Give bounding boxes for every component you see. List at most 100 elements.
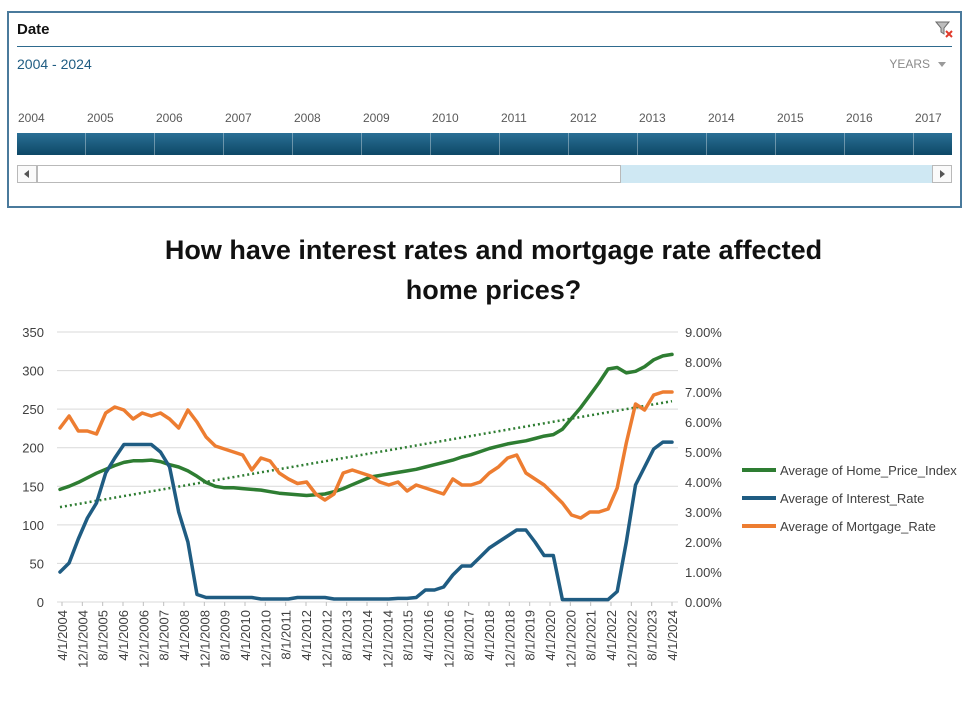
chart-title-line-2: home prices? [405,275,582,305]
home-price-index-line [58,352,674,498]
x-tick-label: 8/1/2013 [340,610,355,661]
timeline-year-2008: 2008 [294,111,321,125]
x-tick-label: 12/1/2022 [624,610,639,668]
x-tick-label: 4/1/2022 [604,610,619,661]
timeline-year-divider [775,133,776,155]
x-tick-label: 4/1/2024 [665,610,680,661]
y-right-tick-label: 8.00% [685,355,722,370]
timeline-year-divider [706,133,707,155]
timeline-year-2012: 2012 [570,111,597,125]
x-tick-label: 4/1/2004 [55,610,70,661]
slicer-header: Date [17,21,50,38]
timeline-year-2004: 2004 [18,111,45,125]
y-left-tick-label: 250 [22,402,44,417]
y-left-tick-label: 50 [30,556,44,571]
y-right-tick-label: 2.00% [685,535,722,550]
chart-title-line-1: How have interest rates and mortgage rat… [164,235,823,265]
x-tick-label: 8/1/2021 [584,610,599,661]
slicer-divider [17,46,952,47]
timeline-year-2013: 2013 [639,111,666,125]
y-right-tick-label: 4.00% [685,475,722,490]
timeline-year-divider [361,133,362,155]
home-price-trendline [59,399,673,509]
y-right-tick-label: 9.00% [685,325,722,340]
timeline-year-labels: 2004 2005 2006 2007 2008 2009 2010 2011 2012 2013… [17,111,952,131]
timeline-year-2015: 2015 [777,111,804,125]
x-tick-label: 8/1/2007 [157,610,172,661]
y-left-tick-label: 300 [22,364,44,379]
y-left-tick-label: 0 [37,595,44,610]
y-right-tick-label: 3.00% [685,505,722,520]
timeline-year-divider [85,133,86,155]
x-tick-label: 12/1/2018 [502,610,517,668]
timeline-year-divider [844,133,845,155]
timeline-year-2009: 2009 [363,111,390,125]
x-tick-label: 12/1/2014 [380,610,395,668]
x-tick-label: 4/1/2014 [360,610,375,661]
x-tick-label: 12/1/2012 [319,610,334,668]
legend-label: Average of Mortgage_Rate [780,519,936,534]
y-right-tick-label: 6.00% [685,415,722,430]
y-right-tick-label: 1.00% [685,565,722,580]
x-tick-label: 12/1/2008 [197,610,212,668]
x-tick-label: 4/1/2018 [482,610,497,661]
date-timeline-slicer[interactable]: Date 2004 - 2024 YEARS 2004 2005 2006 2007 2… [7,11,962,208]
y-left-tick-label: 350 [22,325,44,340]
x-tick-label: 4/1/2020 [543,610,558,661]
y-left-tick-label: 150 [22,479,44,494]
x-tick-label: 4/1/2006 [116,610,131,661]
scroll-right-button[interactable] [932,165,952,183]
timeline-selection-bar[interactable] [17,133,952,155]
timeline-year-2005: 2005 [87,111,114,125]
y-left-tick-label: 100 [22,518,44,533]
interest-rate-line [58,440,674,602]
timeline-year-2007: 2007 [225,111,252,125]
timeline-year-2011: 2011 [501,111,527,125]
x-tick-label: 4/1/2016 [421,610,436,661]
x-tick-label: 8/1/2005 [96,610,111,661]
timeline-year-2006: 2006 [156,111,183,125]
timeline-year-divider [430,133,431,155]
x-tick-label: 8/1/2015 [401,610,416,661]
scroll-left-button[interactable] [17,165,37,183]
timeline-year-divider [223,133,224,155]
x-tick-label: 12/1/2006 [136,610,151,668]
x-tick-label: 8/1/2023 [645,610,660,661]
x-tick-label: 12/1/2004 [75,610,90,668]
y-left-tick-label: 200 [22,441,44,456]
timeline-year-2014: 2014 [708,111,735,125]
timeline-year-divider [292,133,293,155]
mortgage-rate-line [58,390,674,520]
time-level-label: YEARS [889,57,930,71]
legend-label: Average of Interest_Rate [780,491,924,506]
timeline-scrollbar[interactable] [17,165,952,183]
legend-label: Average of Home_Price_Index [780,463,957,478]
timeline-year-2016: 2016 [846,111,873,125]
arrow-right-icon [940,170,945,178]
time-level-dropdown[interactable]: YEARS [889,57,946,71]
x-tick-label: 8/1/2017 [462,610,477,661]
timeline-year-divider [499,133,500,155]
timeline-year-2010: 2010 [432,111,459,125]
arrow-left-icon [24,170,29,178]
y-right-tick-label: 5.00% [685,445,722,460]
y-right-tick-label: 7.00% [685,385,722,400]
x-tick-label: 8/1/2009 [218,610,233,661]
timeline-year-2017: 2017 [915,111,942,125]
x-tick-label: 8/1/2011 [279,610,294,660]
selected-range-label: 2004 - 2024 [17,56,92,72]
scrollbar-thumb[interactable] [37,165,621,183]
timeline-year-divider [913,133,914,155]
chart-title: How have interest rates and mortgage rat… [0,230,969,310]
x-tick-label: 4/1/2012 [299,610,314,661]
x-tick-label: 8/1/2019 [523,610,538,661]
clear-filter-icon[interactable] [934,19,954,39]
x-tick-label: 4/1/2010 [238,610,253,661]
x-tick-label: 12/1/2010 [258,610,273,668]
x-tick-label: 12/1/2020 [563,610,578,668]
timeline-year-divider [637,133,638,155]
timeline-year-divider [154,133,155,155]
chevron-down-icon [938,62,946,68]
x-tick-label: 4/1/2008 [177,610,192,661]
